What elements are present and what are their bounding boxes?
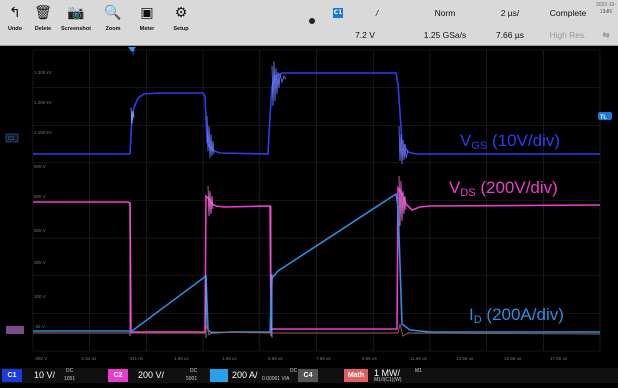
bottom-axis-label: 1.66 us (174, 356, 190, 361)
bottom-axis-label: 13.66 us (456, 356, 474, 361)
tl-marker: TL (600, 115, 607, 121)
vgs-ringing-3 (398, 125, 409, 165)
left-axis-label: 1.200 kV (34, 100, 52, 105)
c2-scale[interactable]: 200 V/ (138, 370, 165, 380)
screen-background (0, 46, 618, 368)
left-axis-label: 100 V (34, 294, 46, 299)
delete-label: Delete (34, 26, 52, 32)
math-badge[interactable]: Math (344, 369, 368, 382)
c2-badge[interactable]: C2 (108, 369, 128, 382)
camera-icon: 📷 (67, 5, 85, 21)
tl-marker-box[interactable] (598, 112, 612, 120)
c2-extra: 5001 (186, 376, 198, 382)
delete-button[interactable]: 🗑 Delete (28, 3, 58, 43)
trash-icon: 🗑 (34, 5, 52, 21)
screenshot-label: Screenshot (61, 26, 91, 32)
meter-icon: ▣ (140, 5, 154, 21)
vgs-overshoot (130, 107, 135, 125)
channel-bar: C1 10 V/ DC 1051 C2 200 V/ DC 5001 200 A… (0, 368, 618, 383)
c1-scale[interactable]: 10 V/ (34, 370, 56, 380)
undo-icon: ↰ (9, 5, 21, 21)
vds-ringing (207, 175, 407, 227)
left-axis-label: 1.100 kV (34, 130, 52, 135)
vgs-trace (33, 72, 600, 155)
trigger-slope[interactable]: / (375, 8, 379, 18)
vgs-label: VGS (10V/div) (460, 131, 560, 152)
ch-offset-marker-bottom[interactable] (6, 326, 24, 334)
c1-badge[interactable]: C1 (2, 369, 22, 382)
math-sub: M1/I(C1)(W) (374, 377, 402, 383)
menu-dot-icon[interactable] (309, 18, 315, 24)
c1-coupling: DC (66, 368, 74, 374)
waveform-display[interactable]: 1.300 kV 1.200 kV 1.100 kV 900 V 800 V 500 V 3… (0, 46, 618, 368)
ch1-offset-marker-box[interactable] (5, 133, 19, 143)
vds-trace (33, 185, 601, 333)
bottom-axis-label: 5.66 us (268, 356, 284, 361)
time-per-div[interactable]: 2 µs/ (500, 8, 520, 18)
left-axis-labels: 1.300 kV 1.200 kV 1.100 kV 900 V 800 V 500 V 3… (34, 70, 52, 329)
bottom-axis-label: -2.34 us (80, 356, 97, 361)
id-label: ID (200A/div) (469, 305, 564, 326)
acquisition-mode[interactable]: High Res. (549, 30, 587, 40)
time-readout: 13:26 (599, 9, 613, 15)
usb-icon: ⇆ (602, 30, 610, 40)
zoom-button[interactable]: 🔍 Zoom (98, 3, 128, 43)
left-axis-label: 900 V (34, 164, 46, 169)
vgs-ringing-1 (206, 115, 215, 159)
left-axis-label: 800 V (34, 194, 46, 199)
acquisition-status[interactable]: Complete (549, 8, 587, 18)
vds-label: VDS (200V/div) (449, 178, 558, 199)
math-extra: M1 (415, 368, 422, 374)
meter-label: Meter (139, 26, 155, 32)
bottom-axis-label: -341 ns (128, 356, 144, 361)
bottom-axis-label: 15.66 us (504, 356, 522, 361)
c3-badge[interactable] (210, 369, 228, 382)
undo-label: Undo (7, 26, 23, 32)
trigger-marker-arrow (128, 47, 136, 52)
undo-button[interactable]: ↰ Undo (0, 3, 30, 43)
bottom-axis-labels: -252 V -2.34 us -341 ns 1.66 us 3.66 us 5.66 … (34, 356, 568, 361)
c3-scale[interactable]: 200 A/ (232, 370, 258, 380)
c2-coupling: DC (190, 368, 198, 374)
c3-extra: 0.00061 V/A (262, 376, 290, 382)
trigger-level[interactable]: 7.2 V (355, 30, 375, 40)
gear-icon: ⚙ (174, 5, 188, 21)
vgs-ringing-2 (271, 60, 287, 107)
zoom-icon: 🔍 (104, 5, 122, 21)
setup-label: Setup (173, 26, 189, 32)
ch1-offset-marker: C1 (8, 136, 15, 142)
toolbar: ↰ Undo 🗑 Delete 📷 Screenshot 🔍 Zoom ▣ Me… (0, 0, 618, 46)
date-readout: 2022-10-14 (595, 2, 616, 15)
bottom-axis-label: 17.66 us (550, 356, 568, 361)
left-axis-label: -32 V (34, 324, 45, 329)
waveform-svg: 1.300 kV 1.200 kV 1.100 kV 900 V 800 V 500 V 3… (0, 46, 618, 368)
left-axis-label: 300 V (34, 260, 46, 265)
horizontal-position[interactable]: 7.66 µs (495, 30, 525, 40)
setup-button[interactable]: ⚙ Setup (166, 3, 196, 43)
left-axis-label: 1.300 kV (34, 70, 52, 75)
c4-badge[interactable]: C4 (298, 369, 318, 382)
trigger-marker[interactable]: T (131, 50, 136, 57)
bottom-axis-label: 3.66 us (222, 356, 238, 361)
zoom-label: Zoom (105, 26, 121, 32)
bottom-axis-label: 9.66 us (362, 356, 378, 361)
bottom-axis-label: 11.66 us (410, 356, 428, 361)
meter-button[interactable]: ▣ Meter (132, 3, 162, 43)
trigger-channel-badge[interactable]: C1 (333, 8, 343, 18)
sample-rate[interactable]: 1.25 GSa/s (423, 30, 467, 40)
graticule (32, 49, 601, 352)
bottom-axis-label: -252 V (34, 356, 47, 361)
c3-coupling: DC (290, 368, 298, 374)
left-axis-label: 500 V (34, 228, 46, 233)
math-scale[interactable]: 1 MW/ (374, 368, 400, 378)
trigger-mode[interactable]: Norm (434, 8, 456, 18)
screenshot-button[interactable]: 📷 Screenshot (56, 3, 96, 43)
bottom-axis-label: 7.66 us (316, 356, 332, 361)
math-trace (33, 323, 601, 337)
c1-extra: 1051 (64, 376, 76, 382)
